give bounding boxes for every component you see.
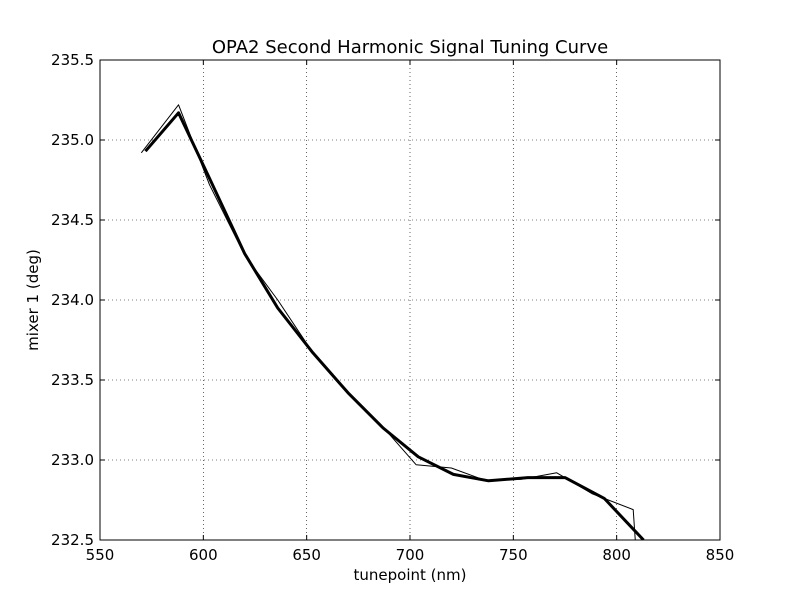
tick-labels: 550 600 650 700 750 800 850 232.5 233.0 233.5 234.…	[51, 51, 734, 564]
x-axis-label: tunepoint (nm)	[354, 566, 467, 584]
ticks	[99, 59, 721, 541]
x-tick-label: 800	[602, 546, 631, 564]
x-tick-label: 550	[86, 546, 115, 564]
series-line-thick	[144, 111, 645, 540]
x-tick-label: 750	[499, 546, 528, 564]
y-tick-label: 233.0	[51, 451, 94, 469]
y-axis-label: mixer 1 (deg)	[24, 249, 42, 351]
series-layer	[140, 104, 645, 540]
y-tick-label: 232.5	[51, 531, 94, 549]
grid	[100, 60, 720, 540]
chart-title: OPA2 Second Harmonic Signal Tuning Curve	[212, 37, 608, 58]
y-tick-label: 234.5	[51, 211, 94, 229]
x-tick-label: 700	[396, 546, 425, 564]
y-tick-label: 233.5	[51, 371, 94, 389]
x-tick-label: 850	[706, 546, 735, 564]
y-tick-label: 235.0	[51, 131, 94, 149]
y-tick-label: 235.5	[51, 51, 94, 69]
x-tick-label: 650	[292, 546, 321, 564]
y-tick-label: 234.0	[51, 291, 94, 309]
x-tick-label: 600	[189, 546, 218, 564]
